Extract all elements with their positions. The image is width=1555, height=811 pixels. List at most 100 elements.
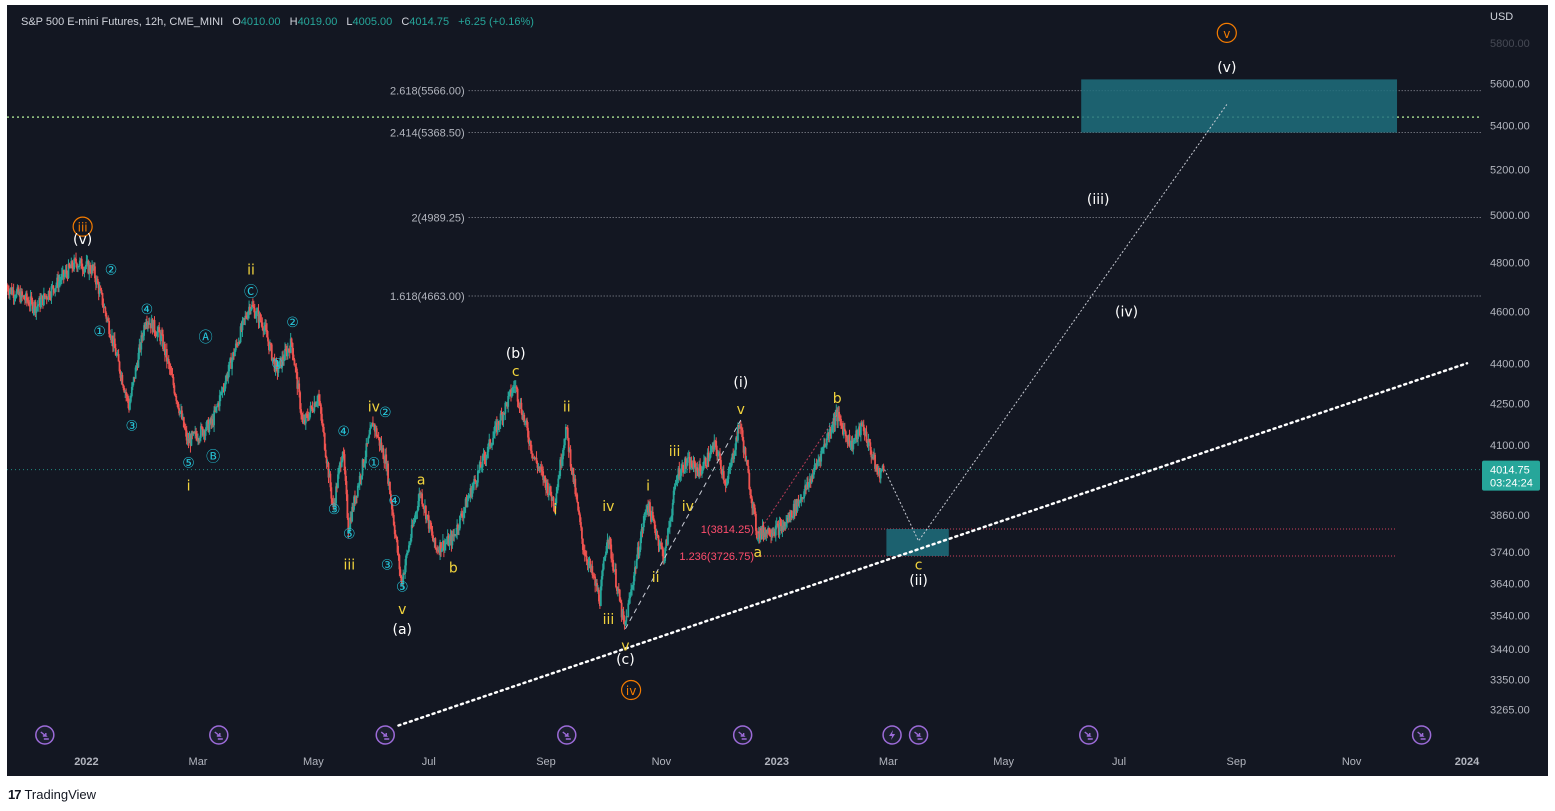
candle xyxy=(328,469,331,478)
candle-body xyxy=(489,439,492,447)
time-axis[interactable]: 2022 Mar May Jul Sep Nov 2023 Mar May Jul Sep Nov 20… xyxy=(7,748,1482,776)
candle xyxy=(199,435,201,444)
candle-body xyxy=(63,274,66,277)
wave-label: iv xyxy=(626,684,636,698)
candle-body xyxy=(443,543,446,551)
candle xyxy=(666,535,668,547)
wave-label: ② xyxy=(286,315,299,331)
price-axis[interactable]: USD 5800.00 5600.00 5400.00 5200.00 5000.00 48… xyxy=(1482,5,1540,748)
candle-body xyxy=(684,458,686,473)
candle-body xyxy=(267,337,269,342)
candle xyxy=(198,437,200,445)
candle-body xyxy=(779,522,782,524)
candle-body xyxy=(360,475,363,480)
candle xyxy=(441,547,443,553)
candle-body xyxy=(876,466,878,471)
candle xyxy=(829,426,832,439)
candle xyxy=(677,466,680,484)
candle-body xyxy=(736,437,738,441)
candle-body xyxy=(712,445,715,450)
candle xyxy=(221,386,224,398)
candle-body xyxy=(530,450,533,454)
candle xyxy=(789,510,792,523)
candle-body xyxy=(196,435,198,441)
candle xyxy=(450,530,453,552)
price-plot[interactable]: 2.618(5566.00)2.414(5368.50)2(4989.25)1.… xyxy=(7,5,1482,748)
candle xyxy=(128,398,130,413)
candle xyxy=(745,455,748,465)
candle-body xyxy=(682,464,685,473)
candle-body xyxy=(652,518,655,522)
candle-body xyxy=(192,432,195,435)
candle xyxy=(331,497,334,506)
candle xyxy=(529,440,532,454)
candle-body xyxy=(718,453,720,455)
candle xyxy=(104,306,107,317)
candle xyxy=(664,546,667,564)
candle xyxy=(403,572,406,575)
candle xyxy=(161,327,163,336)
candle xyxy=(531,453,534,462)
candle xyxy=(800,494,803,507)
candle-body xyxy=(100,290,103,294)
chart-area[interactable]: 2.618(5566.00) 2.414(5368.50) 2(4989.25) 1.… xyxy=(7,5,1482,748)
candle-body xyxy=(548,486,551,494)
candle-body xyxy=(757,530,760,538)
candle-body xyxy=(544,476,546,482)
candle-body xyxy=(452,534,455,537)
price-tick-label: 5400.00 xyxy=(1490,121,1530,133)
candle xyxy=(13,294,16,305)
candle-body xyxy=(716,449,719,457)
candle xyxy=(628,592,631,606)
candle-body xyxy=(826,432,829,439)
candle xyxy=(752,501,754,515)
candle xyxy=(402,569,405,589)
candle xyxy=(680,463,683,481)
candle-body xyxy=(88,264,91,274)
wave-label: ii xyxy=(563,399,571,415)
candle-body xyxy=(616,586,618,591)
candle xyxy=(40,293,42,309)
candle-body xyxy=(520,402,523,414)
candle xyxy=(768,527,771,536)
candle-body xyxy=(103,307,106,309)
candle xyxy=(852,438,855,455)
candle-body xyxy=(687,456,690,458)
candle-body xyxy=(552,497,555,507)
candle-body xyxy=(601,569,604,577)
candle xyxy=(265,319,267,332)
candle-body xyxy=(98,288,101,294)
candle-body xyxy=(510,389,512,397)
candle xyxy=(866,440,869,448)
candle-body xyxy=(87,261,90,274)
candle-body xyxy=(438,549,441,554)
candle xyxy=(563,438,565,456)
candle-body xyxy=(74,258,76,260)
candle-body xyxy=(418,493,421,501)
time-tick-label: Nov xyxy=(1342,756,1362,768)
candle-body xyxy=(315,403,318,407)
candle-body xyxy=(53,289,56,293)
candle-body xyxy=(104,307,107,313)
candle-body xyxy=(831,427,834,431)
candle-body xyxy=(25,293,28,301)
candle-body xyxy=(382,448,385,460)
candle-body xyxy=(639,538,642,550)
candle-body xyxy=(427,515,430,529)
candle xyxy=(809,476,812,488)
candle-body xyxy=(727,471,730,480)
candle-body xyxy=(270,344,273,361)
candle-body xyxy=(275,361,278,366)
candle-body xyxy=(423,506,425,510)
candle xyxy=(837,405,840,429)
candle xyxy=(497,420,500,430)
candle-body xyxy=(714,440,717,442)
candle-body xyxy=(595,583,598,586)
candle xyxy=(176,400,179,407)
candle-body xyxy=(233,350,236,357)
candle-body xyxy=(453,534,456,537)
candle xyxy=(337,467,339,489)
candle xyxy=(838,406,841,422)
candle xyxy=(10,283,13,296)
candle-body xyxy=(227,371,230,379)
